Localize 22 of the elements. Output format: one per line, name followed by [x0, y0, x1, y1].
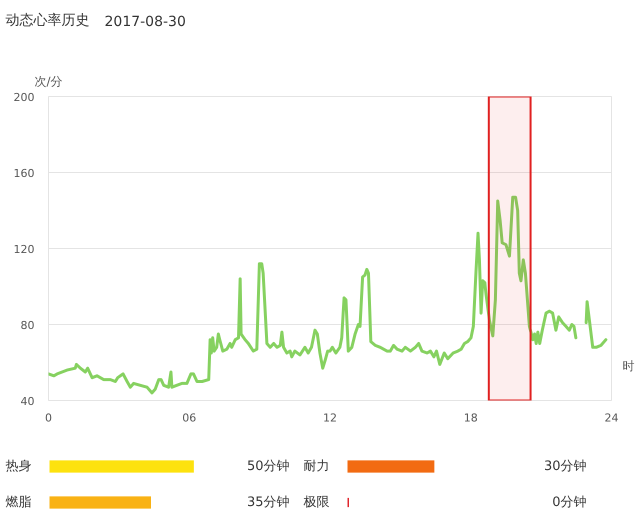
y-axis-title: 次/分: [34, 74, 63, 88]
chart-title: 动态心率历史: [6, 12, 90, 28]
y-tick-label: 40: [20, 395, 35, 408]
data-label: 50分钟: [246, 459, 290, 474]
data-label: 0分钟: [552, 495, 587, 510]
x-tick-label: 06: [182, 412, 196, 424]
y-tick-label: 80: [20, 319, 35, 332]
x-axis-title: 时: [622, 359, 634, 374]
x-tick-label: 0: [45, 412, 52, 424]
y-tick-label: 热身: [6, 459, 32, 474]
x-tick-label: 18: [464, 412, 478, 424]
x-tick-label: 24: [604, 412, 618, 424]
y-tick-label: 耐力: [304, 459, 330, 474]
y-tick-label: 120: [14, 243, 35, 256]
y-tick-label: 极限: [302, 495, 330, 510]
y-tick-label: 燃脂: [6, 495, 32, 510]
data-label: 30分钟: [544, 459, 587, 474]
y-tick-label: 200: [14, 91, 35, 104]
y-tick-label: 160: [14, 167, 35, 180]
chart-subtitle: 2017-08-30: [104, 14, 186, 30]
x-tick-label: 12: [323, 412, 337, 424]
data-label: 35分钟: [246, 495, 290, 510]
